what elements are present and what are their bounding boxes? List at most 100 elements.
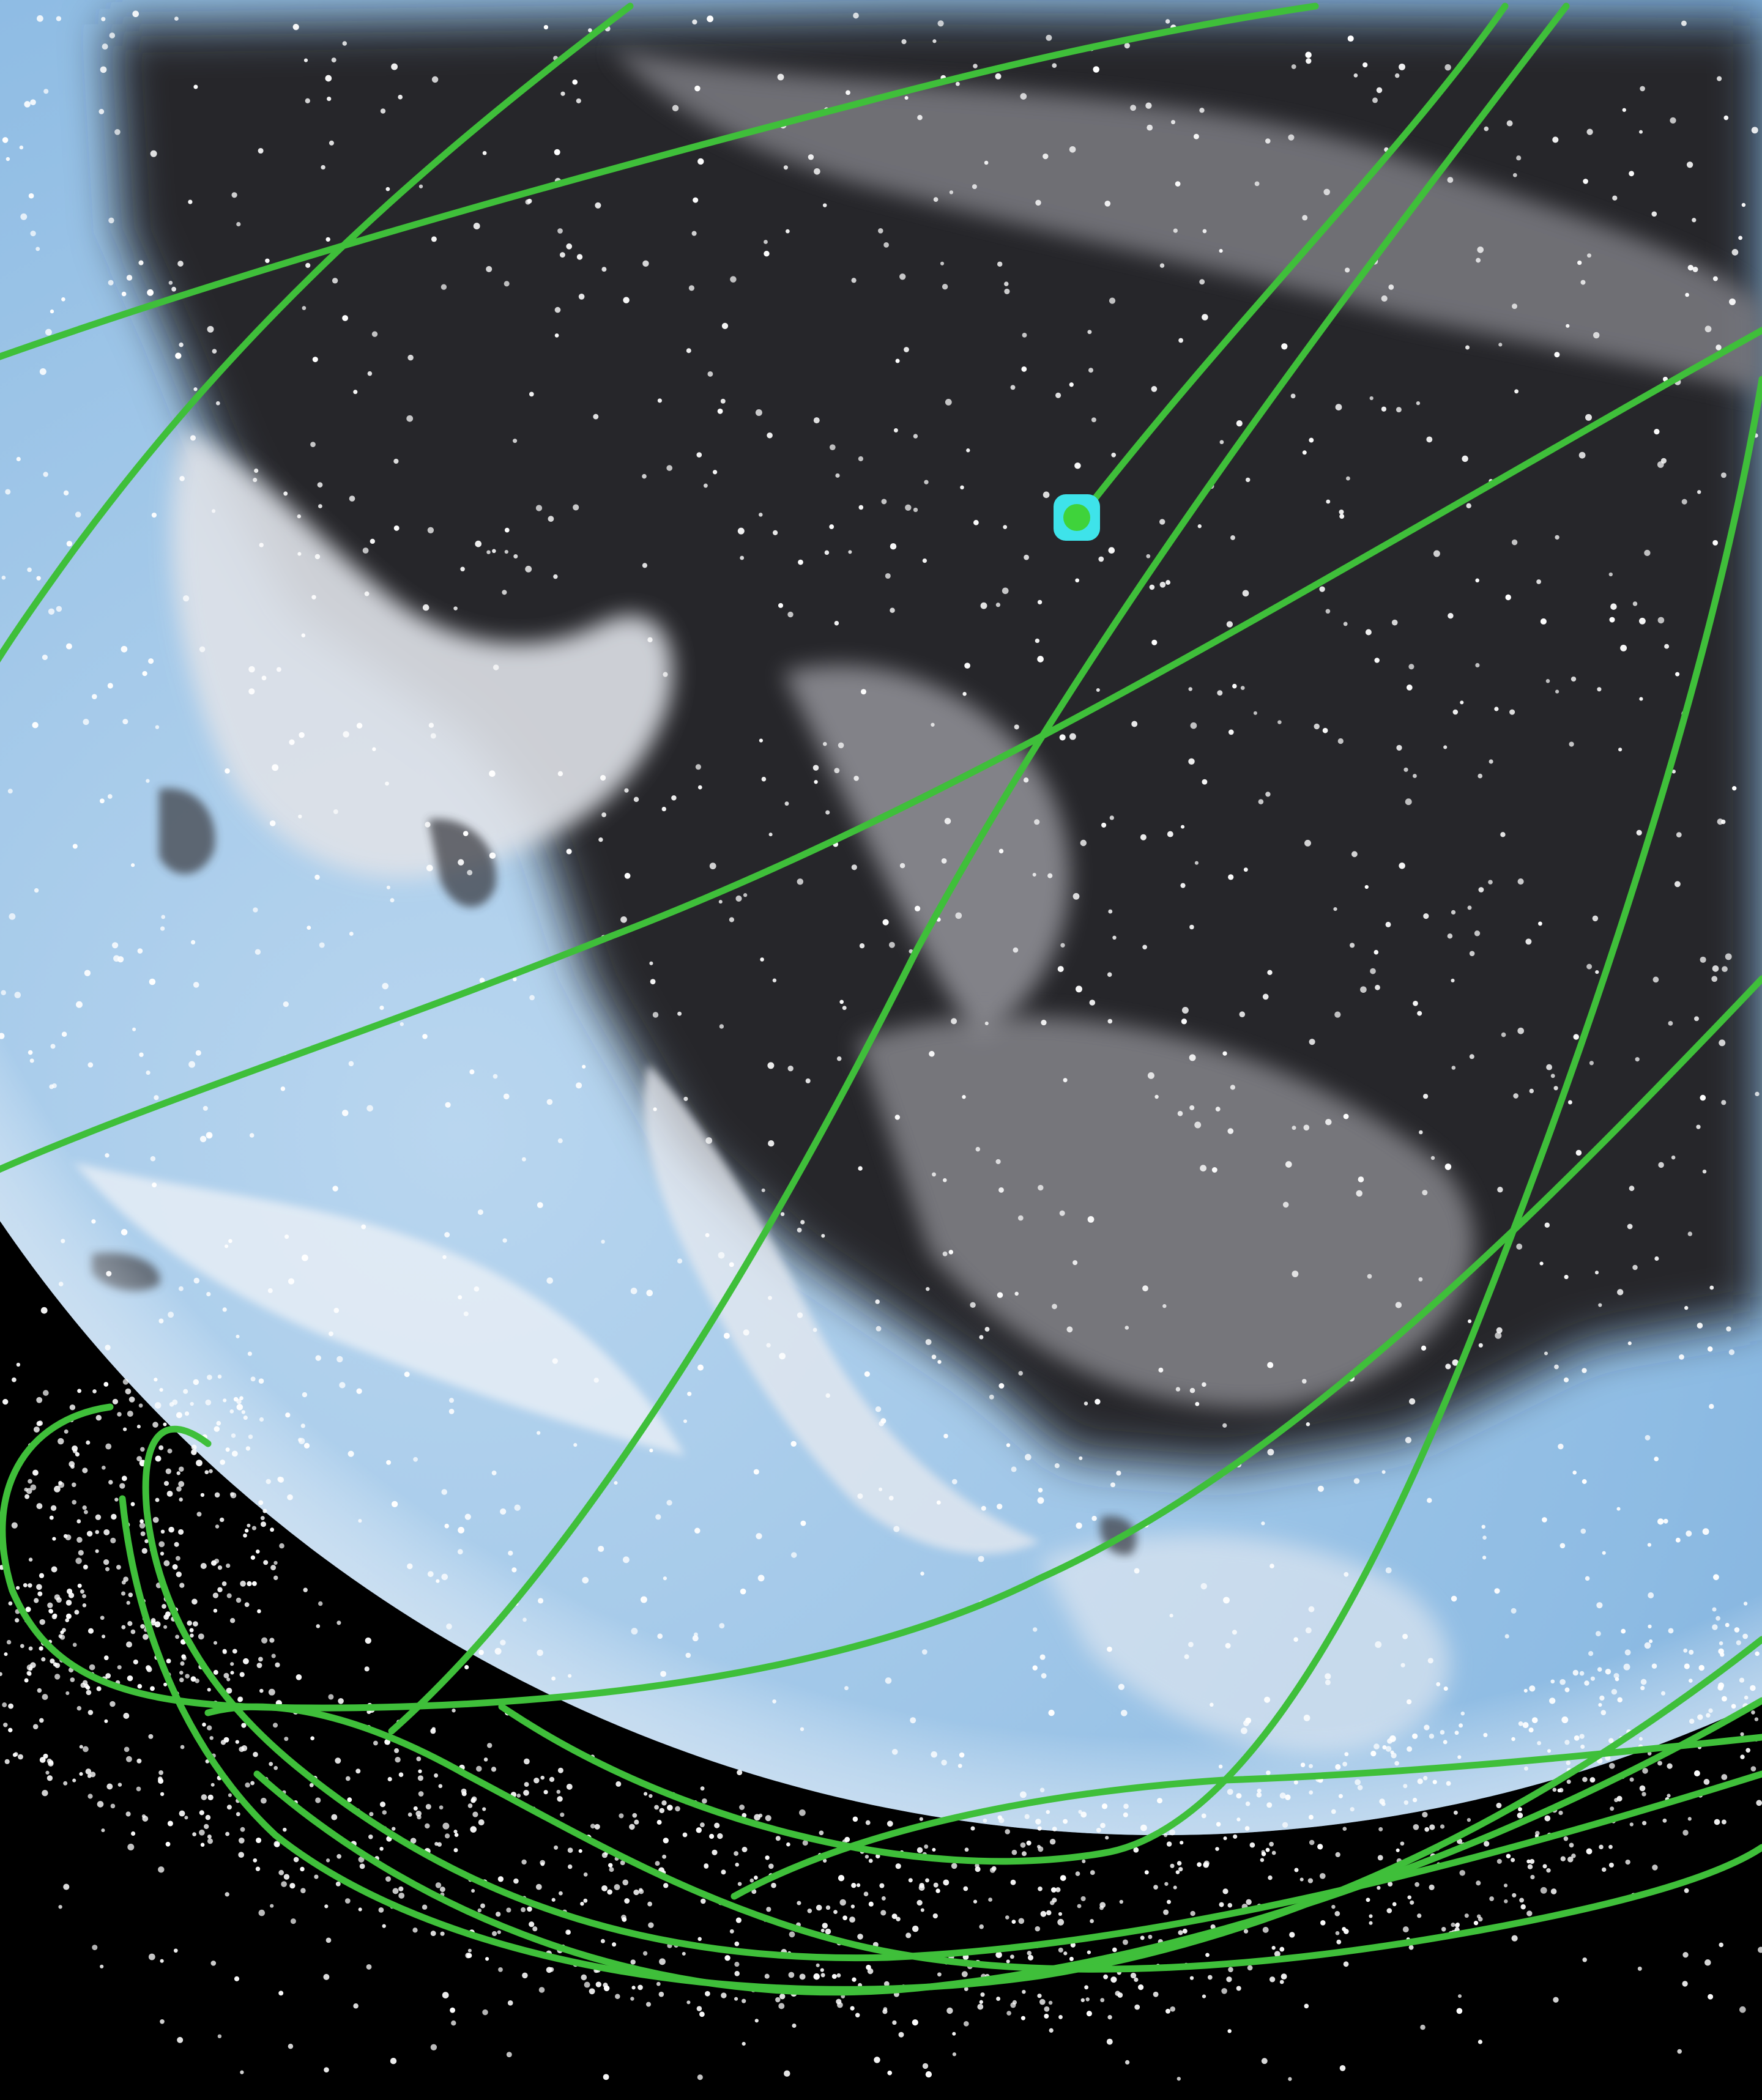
debris-dot	[1335, 1931, 1340, 1935]
debris-dot	[406, 415, 414, 422]
debris-dot	[851, 1883, 857, 1888]
debris-dot	[237, 1696, 243, 1702]
debris-dot	[1027, 1954, 1034, 1961]
debris-dot	[705, 1233, 710, 1237]
debris-dot	[160, 926, 165, 931]
debris-dot	[942, 284, 948, 290]
debris-dot	[729, 1929, 734, 1934]
debris-dot	[825, 1928, 831, 1935]
debris-dot	[75, 1452, 80, 1457]
debris-dot	[1322, 727, 1328, 733]
debris-dot	[297, 552, 302, 556]
debris-dot	[740, 1588, 746, 1595]
debris-dot	[83, 718, 89, 725]
debris-dot	[836, 1998, 842, 2005]
debris-dot	[737, 1770, 743, 1776]
debris-dot	[1550, 1679, 1555, 1684]
debris-dot	[1117, 1992, 1123, 1998]
debris-dot	[43, 1753, 48, 1759]
debris-dot	[82, 1594, 86, 1598]
debris-dot	[283, 1827, 287, 1832]
debris-dot	[100, 1964, 104, 1968]
debris-dot	[1202, 1382, 1206, 1387]
debris-dot	[1202, 314, 1208, 321]
debris-dot	[289, 739, 295, 745]
debris-dot	[317, 482, 323, 488]
debris-dot	[1046, 1910, 1052, 1916]
debris-dot	[364, 591, 370, 596]
debris-dot	[829, 444, 836, 451]
debris-dot	[984, 1327, 990, 1332]
debris-dot	[147, 289, 154, 296]
debris-dot	[943, 1433, 948, 1439]
debris-dot	[1159, 519, 1165, 525]
debris-dot	[1170, 1863, 1175, 1868]
debris-dot	[1612, 195, 1618, 201]
debris-dot	[386, 885, 390, 889]
debris-dot	[1744, 1695, 1749, 1700]
debris-dot	[1652, 1864, 1658, 1871]
debris-dot	[167, 1820, 173, 1827]
debris-dot	[121, 645, 128, 653]
debris-dot	[1159, 263, 1165, 268]
debris-dot	[39, 1646, 43, 1651]
debris-dot	[166, 1658, 171, 1664]
debris-dot	[207, 1688, 211, 1692]
debris-dot	[1725, 953, 1732, 960]
debris-dot	[1230, 1085, 1235, 1090]
debris-dot	[1257, 1788, 1262, 1793]
debris-dot	[556, 1789, 561, 1794]
debris-dot	[1236, 1986, 1241, 1991]
debris-dot	[666, 1499, 672, 1506]
debris-dot	[1564, 1740, 1570, 1745]
debris-dot	[1719, 1942, 1723, 1948]
debris-dot	[904, 95, 909, 100]
debris-dot	[107, 683, 113, 689]
debris-dot	[163, 1422, 167, 1427]
debris-dot	[1445, 1364, 1451, 1370]
debris-dot	[141, 1548, 147, 1554]
debris-dot	[660, 1671, 667, 1677]
selected-satellite[interactable]	[1054, 494, 1100, 541]
debris-dot	[925, 1878, 929, 1883]
debris-dot	[180, 1661, 185, 1666]
debris-dot	[858, 456, 864, 462]
debris-dot	[146, 1665, 151, 1671]
debris-dot	[279, 1543, 284, 1549]
debris-dot	[895, 358, 900, 363]
debris-dot	[1459, 1723, 1463, 1728]
debris-dot	[1494, 1588, 1500, 1594]
debris-dot	[557, 1796, 563, 1802]
debris-dot	[20, 1644, 24, 1649]
debris-dot	[79, 1772, 83, 1776]
debris-dot	[1266, 1770, 1271, 1775]
debris-dot	[705, 1991, 710, 1997]
debris-dot	[247, 1581, 252, 1587]
debris-dot	[446, 1623, 452, 1630]
debris-dot	[182, 595, 190, 602]
debris-dot	[1427, 1497, 1432, 1504]
debris-dot	[1072, 892, 1080, 900]
debris-dot	[624, 1898, 630, 1904]
debris-dot	[1667, 1794, 1671, 1798]
debris-dot	[193, 84, 198, 89]
debris-dot	[1721, 1100, 1727, 1105]
debris-dot	[1405, 798, 1412, 806]
debris-dot	[1325, 1119, 1332, 1126]
debris-dot	[1580, 280, 1586, 285]
debris-dot	[167, 1449, 173, 1454]
debris-dot	[1494, 707, 1499, 711]
debris-dot	[661, 1800, 667, 1806]
debris-dot	[1059, 734, 1066, 741]
debris-dot	[1505, 594, 1511, 601]
debris-dot	[712, 470, 718, 475]
debris-dot	[274, 1841, 280, 1847]
debris-dot	[1175, 1387, 1181, 1392]
debris-dot	[1526, 1910, 1533, 1916]
debris-dot	[1465, 345, 1470, 350]
debris-dot	[1200, 1582, 1207, 1590]
debris-dot	[133, 1659, 138, 1664]
debris-dot	[37, 1591, 43, 1597]
